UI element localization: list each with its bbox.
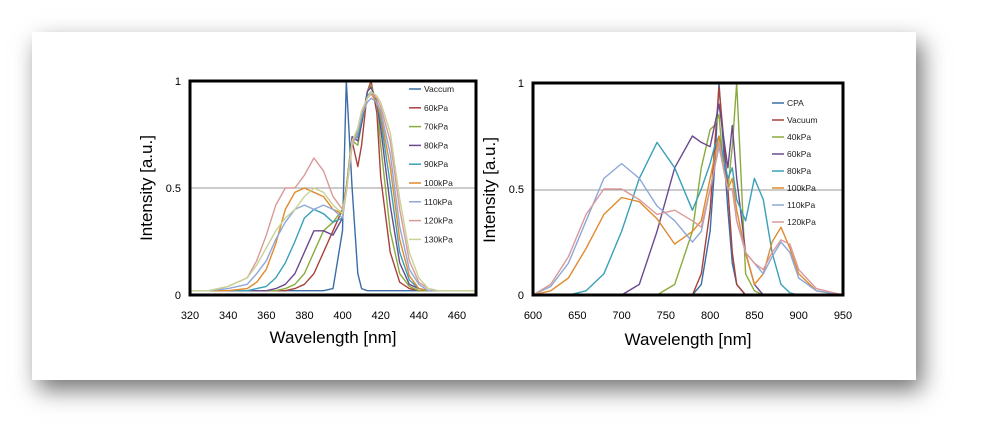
right-series-line-5 [532, 135, 844, 296]
right-x-tick-label: 800 [701, 310, 719, 322]
right-x-tick-label: 650 [568, 310, 586, 322]
right-y-tick-label: 1 [518, 78, 524, 90]
right-y-tick-label: 0.5 [509, 184, 524, 196]
left-x-tick-label: 440 [410, 310, 428, 322]
right-plot-frame [531, 81, 845, 297]
left-x-tick-label: 400 [333, 310, 351, 322]
figure-card [32, 32, 916, 380]
left-legend-label: 110kPa [424, 197, 452, 207]
right-y-tick-labels: 00.51 [509, 78, 524, 302]
left-legend-label: 100kPa [424, 178, 453, 188]
left-x-tick-label: 320 [181, 310, 199, 322]
left-x-tick-label: 460 [448, 310, 466, 322]
left-y-axis-label: Intensity [a.u.] [137, 135, 156, 241]
right-legend-label: Vacuum [787, 115, 818, 125]
right-legend-label: 80kPa [787, 166, 811, 176]
left-series-line-3 [190, 86, 476, 292]
chart-left: 320 340 360 380 400 420 440 460 00.51 Vaccum60k… [137, 76, 478, 347]
left-x-axis-label: Wavelength [nm] [270, 328, 397, 347]
right-x-tick-label: 900 [790, 310, 808, 322]
left-x-tick-label: 340 [219, 310, 237, 322]
right-y-tick-label: 0 [518, 290, 524, 302]
right-x-tick-label: 600 [524, 310, 542, 322]
right-legend: CPA Vacuum 40kPa 60kPa 80kPa 100kPa 110kPa 120k… [772, 98, 818, 227]
left-legend-label: 120kPa [424, 216, 453, 226]
left-y-tick-labels: 00.51 [166, 76, 181, 302]
left-x-tick-labels: 320 340 360 380 400 420 440 460 [181, 310, 466, 322]
right-x-tick-label: 700 [612, 310, 630, 322]
left-legend: Vaccum 60kPa 70kPa 80kPa 90kPa 100kPa 110kPa 12… [409, 84, 454, 244]
chart-right: 600 650 700 750 800 850 900 950 00.51 CPAVacuum… [480, 78, 852, 349]
left-y-tick-label: 0.5 [166, 183, 181, 195]
left-legend-label: 70kPa [424, 122, 448, 132]
right-series-line-6 [532, 145, 844, 296]
right-x-axis-label: Wavelength [nm] [625, 330, 752, 349]
left-series-line-8 [190, 91, 476, 292]
left-legend-label: 90kPa [424, 159, 448, 169]
left-series-lines [190, 80, 476, 292]
left-legend-label: Vaccum [424, 84, 454, 94]
left-y-tick-label: 1 [175, 76, 181, 88]
right-legend-label: 110kPa [787, 200, 815, 210]
right-x-tick-label: 750 [657, 310, 675, 322]
left-x-tick-label: 360 [257, 310, 275, 322]
left-legend-label: 80kPa [424, 140, 448, 150]
right-y-axis-label: Intensity [a.u.] [480, 137, 499, 243]
right-legend-label: CPA [787, 98, 804, 108]
right-legend-label: 40kPa [787, 132, 811, 142]
left-x-tick-label: 380 [295, 310, 313, 322]
left-y-tick-label: 0 [175, 290, 181, 302]
right-x-tick-label: 850 [745, 310, 763, 322]
right-legend-label: 60kPa [787, 149, 811, 159]
right-x-tick-labels: 600 650 700 750 800 850 900 950 [524, 310, 852, 322]
left-legend-label: 130kPa [424, 234, 453, 244]
right-legend-label: 100kPa [787, 183, 816, 193]
right-series-line-7 [532, 141, 844, 296]
left-x-tick-label: 420 [371, 310, 389, 322]
left-plot-frame [188, 79, 478, 297]
left-legend-label: 60kPa [424, 103, 448, 113]
right-legend-label: 120kPa [787, 217, 816, 227]
right-x-tick-label: 950 [834, 310, 852, 322]
